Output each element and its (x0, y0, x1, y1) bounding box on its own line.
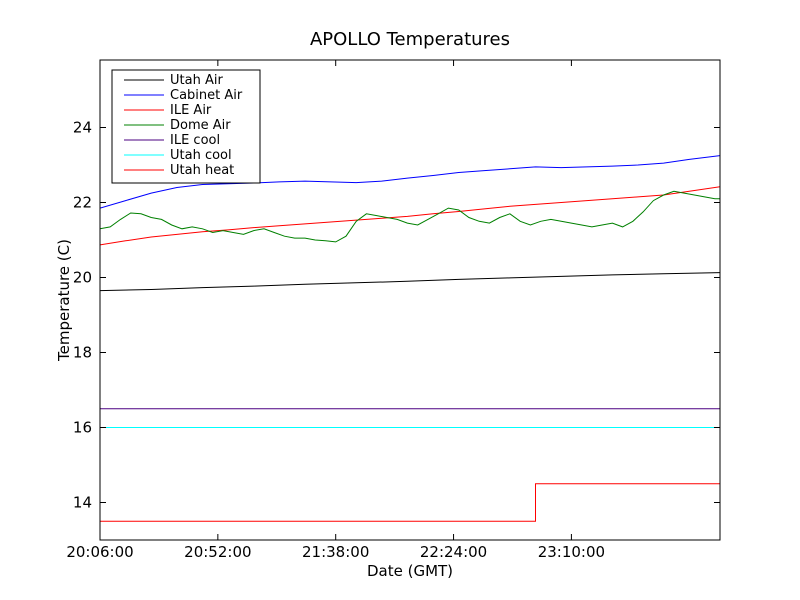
series-line-utah-air (100, 272, 720, 292)
y-axis-label: Temperature (C) (55, 239, 73, 362)
series-layer (100, 155, 720, 522)
series-line-cabinet-air (100, 155, 720, 209)
series-line-ile-air (100, 186, 720, 246)
x-tick-label: 23:10:00 (538, 543, 605, 561)
series-line-dome-air (100, 190, 720, 243)
y-tick-label: 18 (73, 344, 92, 362)
axis-layer: 14 16 18 20 22 24 20:06:00 20:52:00 21:38:00 22:2… (66, 59, 721, 561)
x-tick-label: 20:52:00 (184, 543, 251, 561)
legend-label: Utah Air (170, 73, 223, 88)
series-line-utah-heat (100, 483, 720, 522)
y-tick-label: 24 (73, 119, 92, 137)
legend-label: ILE cool (170, 133, 220, 148)
y-tick-label: 16 (73, 419, 92, 437)
legend-label: ILE Air (170, 103, 212, 118)
x-axis-label: Date (GMT) (367, 562, 453, 580)
y-tick-label: 14 (73, 494, 92, 512)
plot-frame (99, 59, 721, 541)
legend-label: Dome Air (170, 118, 231, 133)
x-tick-label: 22:24:00 (420, 543, 487, 561)
x-tick-label: 21:38:00 (302, 543, 369, 561)
chart-title: APOLLO Temperatures (310, 29, 510, 50)
x-tick-label: 20:06:00 (66, 543, 133, 561)
y-tick-label: 20 (73, 269, 92, 287)
legend-label: Utah cool (170, 148, 232, 163)
legend-label: Cabinet Air (170, 88, 243, 103)
legend-box (111, 69, 261, 184)
y-tick-label: 22 (73, 194, 92, 212)
legend-label: Utah heat (170, 163, 234, 178)
